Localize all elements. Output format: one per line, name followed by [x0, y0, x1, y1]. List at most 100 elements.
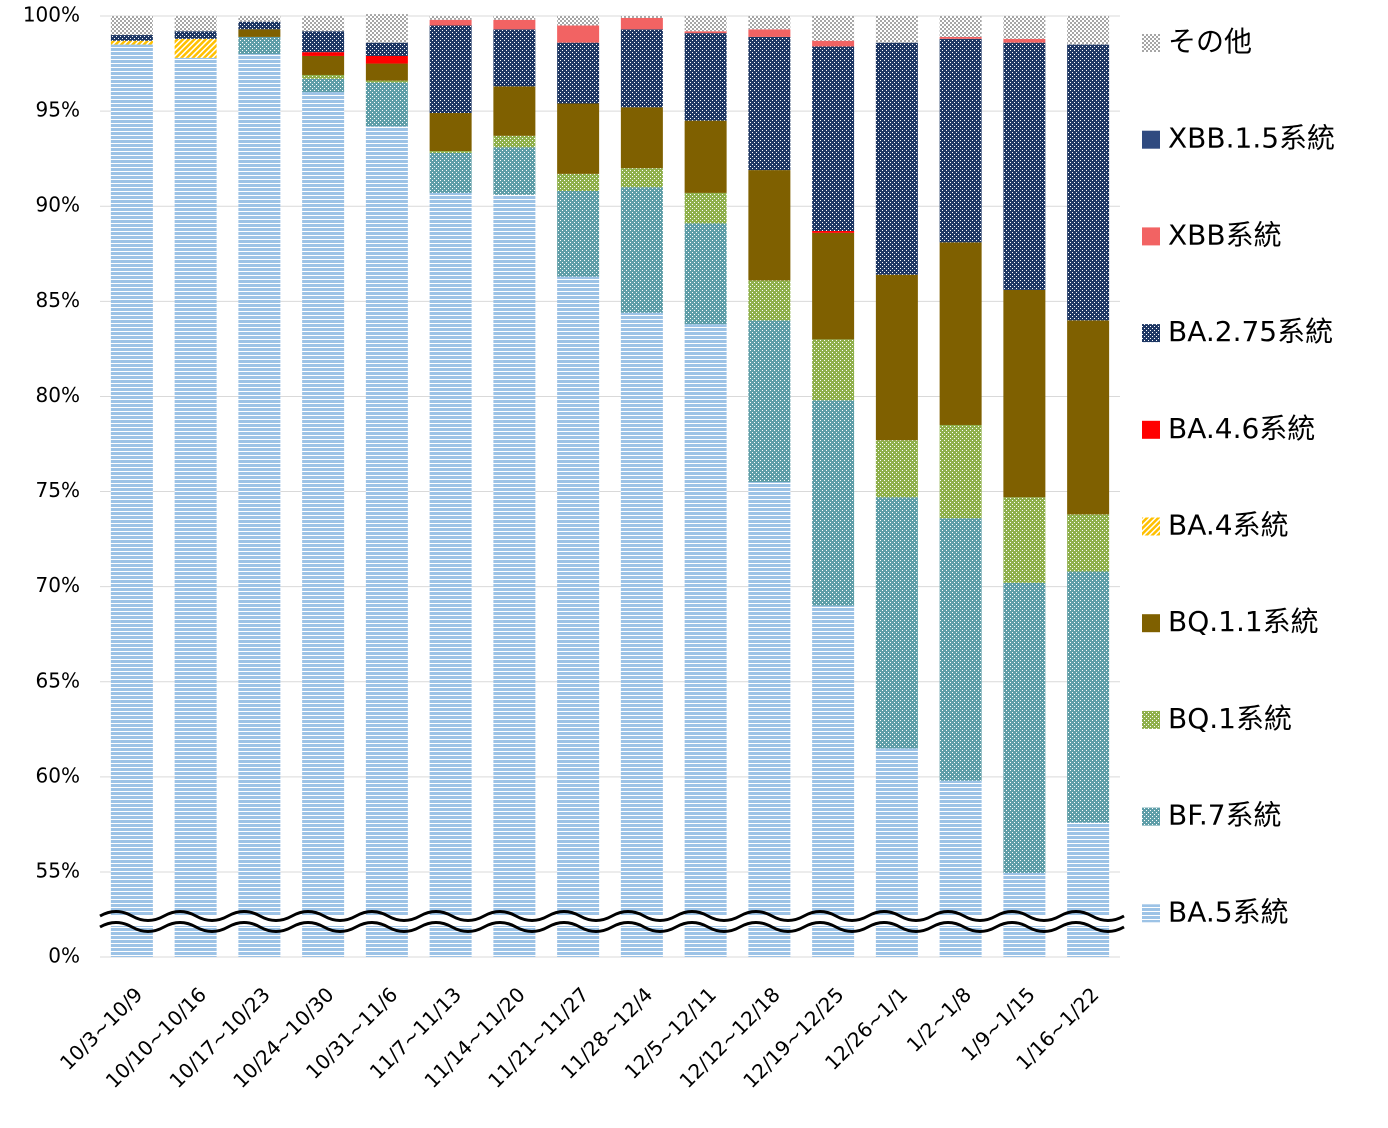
bar-segment: [939, 518, 982, 781]
bar-segment: [1003, 497, 1046, 583]
bar-segment: [1067, 44, 1110, 321]
legend-label: BQ.1.1系統: [1168, 605, 1319, 638]
legend-swatch: [1142, 324, 1160, 343]
y-tick-label: 65%: [36, 668, 80, 692]
bar-segment: [238, 36, 281, 55]
bar-segment: [429, 113, 472, 152]
bar-segment: [429, 16, 472, 20]
bar-segment: [939, 16, 982, 37]
bar-segment: [748, 36, 791, 171]
bar-segment: [110, 35, 153, 41]
bar-segment: [557, 103, 600, 174]
bar-segment: [174, 16, 217, 32]
bar-segment: [302, 16, 345, 32]
break-line: [99, 921, 1125, 933]
bar-segment: [684, 120, 727, 193]
y-tick-label: 55%: [36, 859, 80, 883]
bar-segment: [238, 29, 281, 37]
bar-segment: [110, 44, 153, 958]
bar-segment: [365, 14, 408, 43]
bar-segment: [174, 38, 217, 58]
y-tick-label: 90%: [36, 193, 80, 217]
bar-segment: [1067, 16, 1110, 45]
bar-segment: [620, 168, 663, 188]
bar-segment: [1067, 571, 1110, 823]
bar-segment: [1067, 514, 1110, 572]
bar-segment: [812, 230, 855, 233]
bar-segment: [429, 25, 472, 114]
bar-segment: [1003, 289, 1046, 498]
bar-segment: [939, 38, 982, 243]
bar-segment: [110, 16, 153, 36]
bars: [110, 14, 1110, 958]
bar-segment: [812, 46, 855, 231]
bar-segment: [174, 57, 217, 958]
bar-segment: [174, 31, 217, 39]
bar-segment: [493, 29, 536, 87]
bar-segment: [748, 170, 791, 281]
bar-segment: [557, 276, 600, 957]
bar-segment: [939, 780, 982, 957]
legend-label: BA.4系統: [1168, 509, 1289, 542]
legend: BA.5系統 BF.7系統 BQ.1系統 BQ.1.1系統 BA.4系統 BA.4.6系統…: [1142, 25, 1335, 928]
y-tick-label: 95%: [36, 98, 80, 122]
bar-segment: [748, 482, 791, 957]
bar-segment: [620, 29, 663, 108]
legend-swatch: [1142, 614, 1160, 633]
bar-segment: [493, 16, 536, 20]
bar-segment: [302, 92, 345, 958]
bar-segment: [302, 55, 345, 75]
legend-label: BA.2.75系統: [1168, 315, 1333, 348]
legend-label: BA.5系統: [1168, 895, 1289, 928]
bar-segment: [365, 126, 408, 958]
legend-swatch: [1142, 227, 1160, 246]
legend-label: BQ.1系統: [1168, 702, 1292, 735]
bar-segment: [812, 232, 855, 340]
bar-segment: [557, 25, 600, 43]
bar-segment: [812, 400, 855, 606]
bar-segment: [875, 42, 918, 275]
bar-segment: [429, 19, 472, 26]
bar-segment: [812, 339, 855, 401]
bar-segment: [493, 194, 536, 957]
bar-segment: [365, 82, 408, 127]
bar-segment: [748, 320, 791, 483]
y-tick-label: 70%: [36, 573, 80, 597]
bar-segment: [812, 40, 855, 47]
bar-segment: [939, 424, 982, 519]
bar-segment: [429, 152, 472, 193]
bar-segment: [875, 16, 918, 43]
bar-segment: [557, 42, 600, 104]
bar-segment: [557, 191, 600, 277]
legend-label: BF.7系統: [1168, 799, 1282, 832]
bar-segment: [238, 16, 281, 22]
bar-segment: [365, 42, 408, 56]
bar-segment: [1003, 16, 1046, 39]
bar-segment: [620, 17, 663, 30]
legend-swatch: [1142, 420, 1160, 439]
bar-segment: [620, 312, 663, 957]
bar-segment: [1003, 582, 1046, 873]
axis-break: [99, 910, 1125, 933]
bar-segment: [557, 173, 600, 192]
bar-segment: [302, 74, 345, 79]
bar-segment: [748, 280, 791, 321]
y-tick-label: 0%: [48, 944, 80, 968]
bar-segment: [684, 16, 727, 32]
legend-label: BA.4.6系統: [1168, 412, 1315, 445]
legend-label: XBB.1.5系統: [1168, 122, 1335, 155]
bar-segment: [1003, 38, 1046, 43]
bar-segment: [1067, 320, 1110, 515]
bar-segment: [939, 242, 982, 425]
bar-segment: [684, 33, 727, 121]
bar-segment: [684, 223, 727, 325]
bar-segment: [302, 31, 345, 53]
bar-segment: [812, 16, 855, 41]
bar-segment: [238, 54, 281, 958]
bar-segment: [493, 147, 536, 195]
bar-segment: [365, 55, 408, 64]
bar-segment: [557, 16, 600, 26]
bar-segment: [1067, 822, 1110, 957]
bar-segment: [238, 21, 281, 30]
bar-segment: [620, 16, 663, 18]
